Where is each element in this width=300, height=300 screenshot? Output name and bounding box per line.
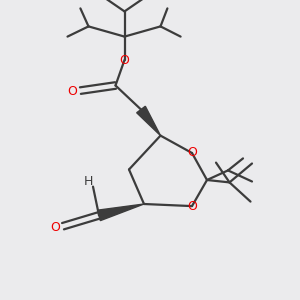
Polygon shape bbox=[98, 204, 144, 220]
Text: O: O bbox=[120, 53, 129, 67]
Text: O: O bbox=[187, 200, 197, 213]
Text: H: H bbox=[83, 175, 93, 188]
Text: O: O bbox=[187, 146, 197, 160]
Text: O: O bbox=[50, 221, 60, 234]
Polygon shape bbox=[137, 106, 160, 136]
Text: O: O bbox=[67, 85, 77, 98]
